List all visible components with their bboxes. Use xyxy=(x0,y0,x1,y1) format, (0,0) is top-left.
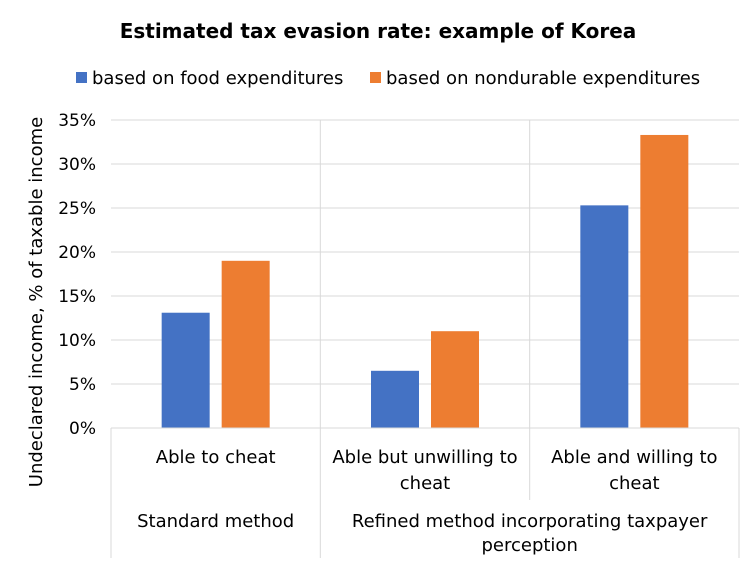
bar-food-0 xyxy=(161,312,210,428)
y-tick-label: 10% xyxy=(58,331,96,351)
legend-swatch xyxy=(370,72,381,83)
group-label: Standard method xyxy=(137,511,294,532)
y-axis-label: Undeclared income, % of taxable income xyxy=(26,117,47,487)
category-label: Able but unwilling to xyxy=(332,447,517,468)
y-tick-label: 5% xyxy=(69,375,96,395)
category-label: cheat xyxy=(609,473,659,494)
bar-nondurable-2 xyxy=(640,134,689,428)
y-tick-label: 35% xyxy=(58,111,96,131)
group-label: perception xyxy=(481,535,577,556)
y-tick-label: 20% xyxy=(58,243,96,263)
chart-title: Estimated tax evasion rate: example of K… xyxy=(120,19,637,43)
y-tick-label: 30% xyxy=(58,155,96,175)
y-tick-label: 0% xyxy=(69,419,96,439)
legend-label: based on nondurable expenditures xyxy=(386,68,700,89)
bar-food-2 xyxy=(580,205,629,428)
gridlines xyxy=(111,119,739,429)
y-tick-label: 25% xyxy=(58,199,96,219)
category-label: Able and willing to xyxy=(551,447,717,468)
bar-nondurable-1 xyxy=(431,331,479,428)
category-label: cheat xyxy=(400,473,450,494)
group-label: Refined method incorporating taxpayer xyxy=(352,511,708,532)
y-tick-label: 15% xyxy=(58,287,96,307)
legend-swatch xyxy=(76,72,87,83)
category-label: Able to cheat xyxy=(156,447,276,468)
legend-label: based on food expenditures xyxy=(92,68,343,89)
bars xyxy=(161,134,689,428)
category-axis: Able to cheat Able but unwilling to cheat A… xyxy=(110,427,740,558)
y-axis-ticks: 0% 5% 10% 15% 20% 25% 30% 35% xyxy=(58,111,96,439)
bar-food-1 xyxy=(371,370,419,428)
bar-nondurable-0 xyxy=(221,260,270,428)
legend: based on food expenditures based on nondu… xyxy=(76,68,700,89)
